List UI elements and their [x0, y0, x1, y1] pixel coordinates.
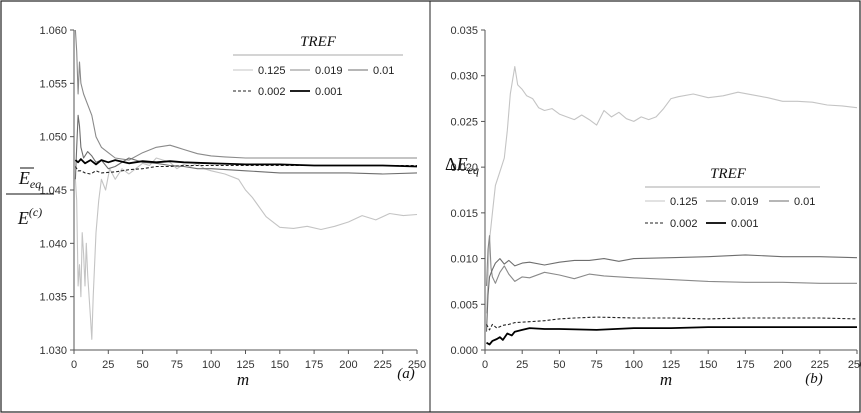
x-tick-label: 250 — [848, 359, 861, 371]
x-tick-label: 225 — [374, 359, 392, 371]
x-tick-label: 100 — [625, 359, 643, 371]
series-line-0.001 — [486, 326, 857, 346]
y-tick-label: 0.035 — [450, 25, 478, 37]
legend-label-0.01: 0.01 — [373, 65, 394, 77]
legend-label-0.002: 0.002 — [670, 218, 698, 230]
y-tick-label: 1.060 — [39, 25, 67, 37]
y-tick-label: 1.045 — [39, 185, 67, 197]
x-tick-label: 175 — [305, 359, 323, 371]
legend-title: TREF — [710, 166, 747, 182]
x-tick-label: 25 — [102, 359, 114, 371]
legend: TREF 0.125 0.019 0.01 0.002 0.001 — [233, 34, 403, 98]
legend-label-0.019: 0.019 — [315, 65, 343, 77]
y-tick-label: 1.040 — [39, 238, 67, 250]
panel-label: (b) — [805, 371, 823, 387]
x-axis-label: m — [237, 370, 249, 389]
x-tick-label: 175 — [736, 359, 754, 371]
y-tick-label: 0.000 — [450, 345, 478, 357]
y-tick-label: 1.055 — [39, 78, 67, 90]
series-line-0.01 — [74, 114, 418, 180]
legend-label-0.125: 0.125 — [670, 196, 698, 208]
legend-label-0.01: 0.01 — [794, 196, 815, 208]
y-tick-label: 1.030 — [39, 345, 67, 357]
legend-label-0.001: 0.001 — [315, 86, 343, 98]
series-line-0.01 — [485, 254, 858, 332]
x-tick-label: 75 — [590, 359, 602, 371]
x-tick-label: 100 — [202, 359, 220, 371]
x-tick-label: 225 — [811, 359, 829, 371]
x-tick-label: 125 — [236, 359, 254, 371]
panel-label: (a) — [397, 366, 415, 382]
x-tick-label: 200 — [773, 359, 791, 371]
x-tick-label: 25 — [516, 359, 528, 371]
y-tick-label: 0.020 — [450, 162, 478, 174]
x-tick-label: 75 — [171, 359, 183, 371]
x-tick-label: 150 — [271, 359, 289, 371]
legend-label-0.019: 0.019 — [731, 196, 759, 208]
x-axis-label: m — [660, 370, 672, 389]
legend-label-0.002: 0.002 — [258, 86, 286, 98]
y-tick-label: 1.050 — [39, 132, 67, 144]
x-tick-label: 125 — [662, 359, 680, 371]
y-tick-label: 0.030 — [450, 71, 478, 83]
y-tick-label: 0.015 — [450, 208, 478, 220]
y-tick-label: 0.010 — [450, 254, 478, 266]
series-line-0.019 — [485, 235, 857, 287]
x-tick-label: 250 — [408, 359, 426, 371]
x-tick-label: 50 — [553, 359, 565, 371]
legend-title: TREF — [300, 34, 337, 50]
series-line-0.125 — [485, 66, 858, 314]
y-tick-label: 1.035 — [39, 292, 67, 304]
chart-panel-a: 1.030 1.035 1.040 1.045 1.050 1.055 1.060 0 25 50… — [6, 25, 426, 389]
y-tick-label: 0.025 — [450, 116, 478, 128]
legend: TREF 0.125 0.019 0.01 0.002 0.001 — [645, 166, 820, 230]
x-tick-label: 150 — [699, 359, 717, 371]
y-axis-label: ΔEeq — [445, 154, 479, 177]
x-tick-label: 0 — [71, 359, 77, 371]
legend-label-0.001: 0.001 — [731, 218, 759, 230]
y-label-numerator: Eeq — [18, 168, 41, 191]
legend-label-0.125: 0.125 — [258, 65, 286, 77]
chart-panel-b: 0.0000.0050.0100.0150.0200.0250.0300.035… — [445, 25, 861, 389]
x-tick-label: 0 — [482, 359, 488, 371]
y-label-denominator: E(c) — [17, 205, 42, 228]
series-line-0.125 — [74, 157, 418, 340]
y-tick-label: 0.005 — [450, 299, 478, 311]
x-tick-label: 50 — [136, 359, 148, 371]
series-line-0.019 — [74, 29, 417, 161]
series-line-0.001 — [74, 158, 418, 168]
x-tick-label: 200 — [339, 359, 357, 371]
series-line-0.002 — [486, 316, 858, 331]
